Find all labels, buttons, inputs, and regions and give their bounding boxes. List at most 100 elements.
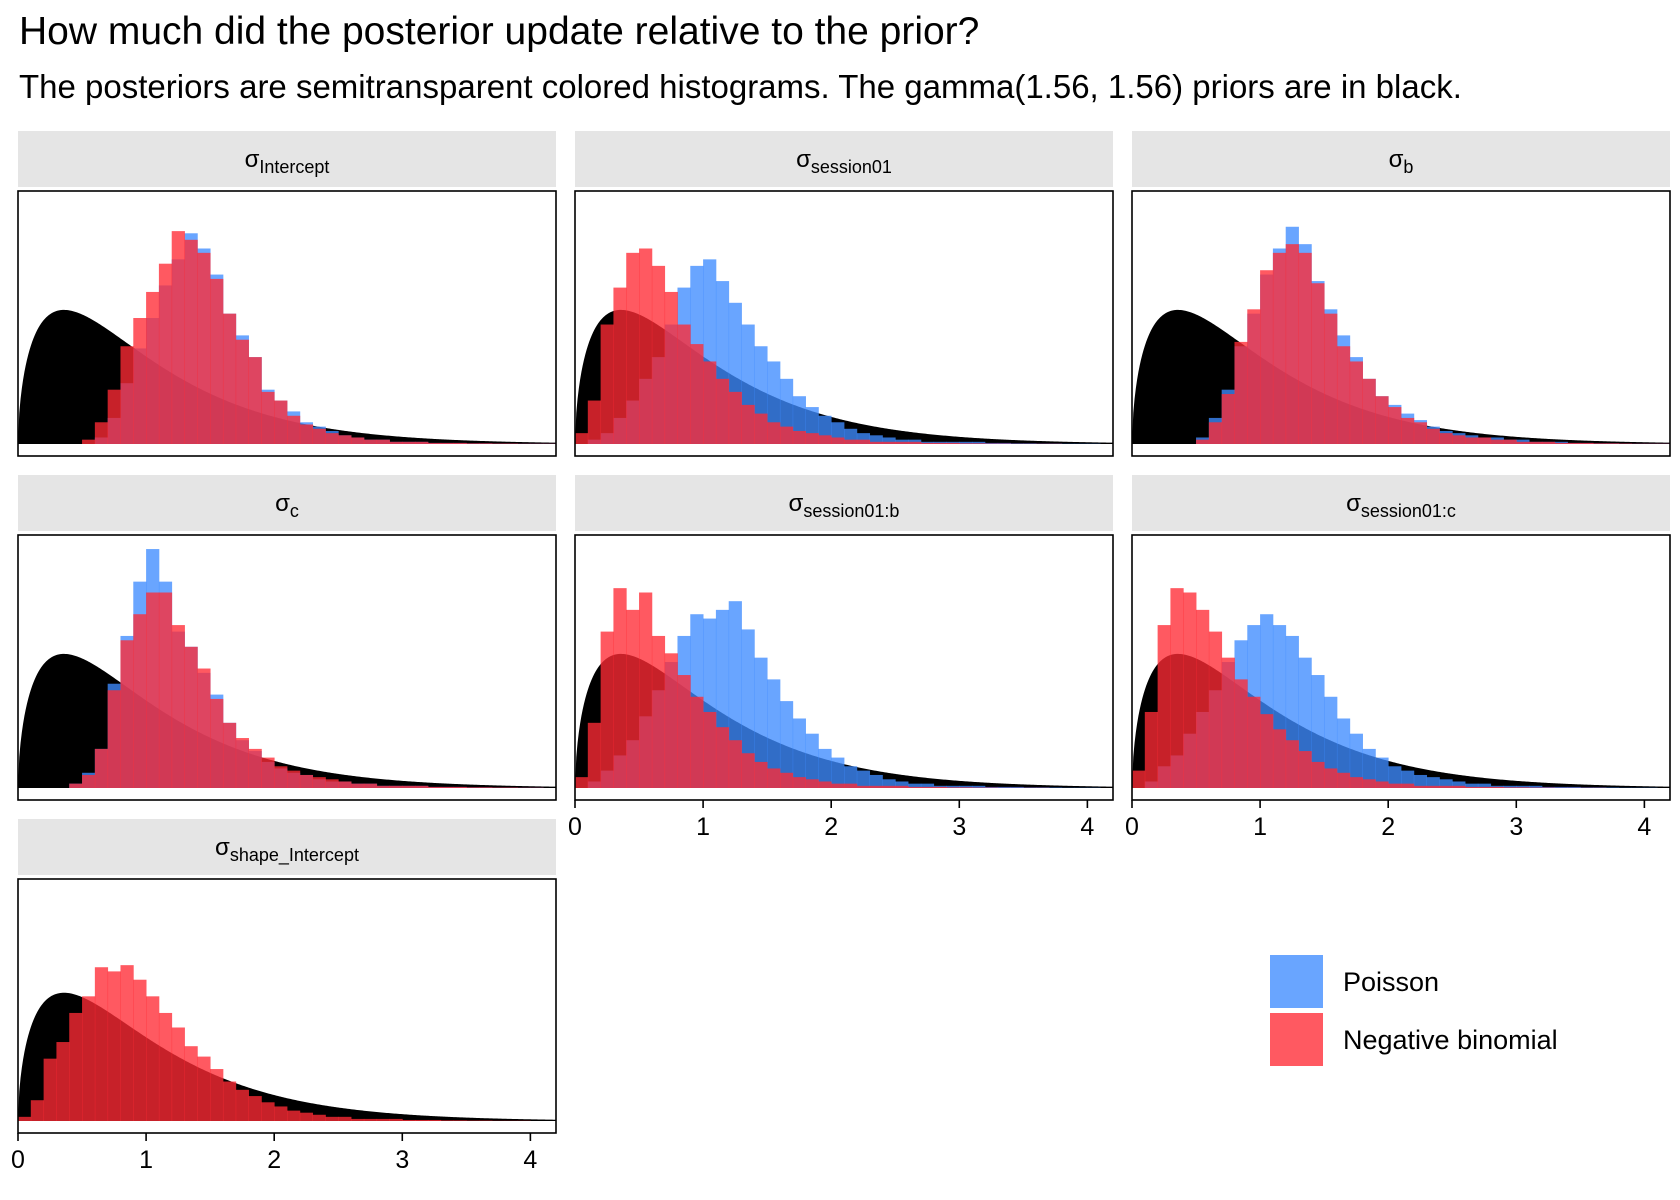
negbin-bar (312, 428, 326, 444)
poisson-bar (856, 433, 871, 444)
negbin-bar (1426, 785, 1440, 788)
x-tick-label: 0 (568, 813, 582, 841)
poisson-bar (1439, 779, 1453, 788)
negbin-bar (728, 391, 742, 444)
poisson-bar (844, 766, 858, 788)
negbin-bar (1311, 283, 1325, 444)
negbin-bar (831, 783, 845, 788)
negbin-bar (908, 441, 922, 444)
negbin-bar (222, 313, 237, 444)
negbin-bar (69, 1012, 83, 1121)
negbin-bar (639, 248, 653, 444)
negbin-bar (1183, 592, 1197, 788)
negbin-bar (1196, 609, 1210, 788)
negbin-bar (690, 344, 704, 444)
negbin-bar (376, 1118, 390, 1121)
negbin-bar (639, 592, 653, 788)
negbin-bar (677, 675, 691, 788)
x-tick-label: 0 (11, 1146, 25, 1174)
negbin-bar (600, 631, 614, 788)
x-tick-label: 0 (1125, 813, 1139, 841)
plot-area (575, 535, 1113, 800)
poisson-bar (959, 441, 973, 444)
negbin-bar (1401, 783, 1415, 788)
negbin-bar (299, 424, 314, 444)
negbin-bar (133, 614, 147, 788)
negbin-bar (1324, 313, 1338, 444)
negbin-bar (1362, 779, 1376, 788)
legend-key (1270, 955, 1323, 1008)
plot-area (18, 535, 556, 800)
negbin-bar (82, 439, 96, 444)
negbin-bar (715, 378, 730, 444)
poisson-bar (856, 770, 871, 788)
negbin-bar (222, 722, 237, 788)
negbin-bar (133, 979, 147, 1121)
negbin-bar (389, 785, 403, 788)
negbin-bar (171, 1027, 185, 1121)
negbin-bar (1529, 441, 1543, 444)
poisson-bar (1349, 733, 1363, 788)
negbin-bar (575, 777, 589, 788)
poisson-bar (792, 718, 806, 788)
x-tick-label: 2 (267, 1146, 281, 1174)
negbin-bar (1388, 783, 1402, 788)
negbin-bar (1541, 441, 1556, 444)
negbin-bar (453, 786, 467, 788)
poisson-bar (1529, 785, 1543, 788)
negbin-bar (287, 770, 301, 788)
panel-border (574, 190, 1114, 457)
negbin-bar (754, 413, 768, 444)
facet-label: σsession01:c (1346, 490, 1456, 521)
negbin-bar (703, 711, 717, 788)
poisson-bar (1023, 787, 1037, 788)
negbin-bar (466, 443, 480, 444)
negbin-bar (587, 400, 602, 444)
negbin-bar (453, 442, 467, 444)
x-tick-label: 2 (824, 813, 838, 841)
negbin-bar (920, 442, 935, 444)
plot-area (18, 879, 556, 1133)
facet-label: σIntercept (245, 146, 330, 177)
negbin-bar (248, 748, 262, 788)
facet-strip (575, 131, 1113, 187)
negbin-bar (1234, 679, 1248, 788)
negbin-bar (1388, 407, 1402, 444)
negbin-bar (287, 415, 301, 444)
negbin-bar (325, 433, 339, 444)
negbin-bar (1196, 439, 1210, 444)
negbin-bar (18, 1116, 32, 1121)
negbin-bar (210, 1069, 224, 1121)
negbin-bar (184, 239, 198, 444)
negbin-bar (274, 400, 288, 444)
negbin-bar (844, 439, 858, 444)
negbin-bar (728, 740, 742, 788)
negbin-bar (651, 265, 666, 444)
negbin-bar (299, 774, 314, 788)
negbin-bar (197, 1056, 211, 1121)
negbin-bar (1439, 433, 1453, 444)
legend-label: Poisson (1343, 967, 1439, 997)
legend-label: Negative binomial (1343, 1025, 1558, 1055)
negbin-bar (287, 1110, 301, 1121)
negbin-bar (1580, 442, 1594, 444)
negbin-bar (1298, 252, 1312, 444)
negbin-bar (792, 777, 806, 788)
negbin-bar (402, 785, 416, 788)
negbin-bar (1490, 786, 1504, 788)
negbin-bar (184, 1046, 198, 1121)
x-tick-label: 4 (523, 1146, 537, 1174)
negbin-bar (1260, 714, 1274, 788)
negbin-bar (235, 738, 249, 788)
negbin-bar (325, 779, 339, 788)
negbin-bar (1157, 625, 1171, 788)
poisson-bar (1388, 766, 1402, 788)
negbin-bar (312, 1114, 326, 1121)
negbin-bar (626, 609, 640, 788)
negbin-bar (427, 442, 442, 444)
negbin-bar (1477, 437, 1492, 444)
negbin-bar (613, 588, 627, 788)
negbin-bar (389, 1118, 403, 1121)
poisson-bar (1503, 785, 1517, 788)
